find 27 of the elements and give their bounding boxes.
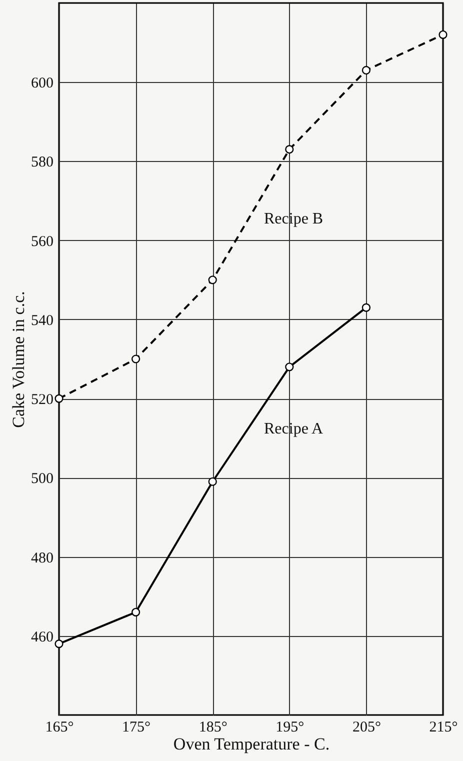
y-tick-label: 480 <box>31 550 54 566</box>
point <box>285 362 294 372</box>
y-tick-label: 460 <box>31 629 54 646</box>
point <box>54 640 64 648</box>
x-tick-label: 185° <box>198 720 228 736</box>
point <box>208 477 217 486</box>
point <box>438 30 448 39</box>
point <box>362 303 371 312</box>
x-tick-label: 195° <box>276 720 304 736</box>
y-tick-label: 500 <box>31 471 54 488</box>
y-tick-label: 600 <box>31 76 54 92</box>
point <box>131 608 140 616</box>
point <box>54 394 64 403</box>
point <box>208 276 217 284</box>
y-axis-title: Cake Volume in c.c. <box>9 291 28 428</box>
x-axis-title: Oven Temperature - C. <box>173 734 330 754</box>
y-tick-label: 540 <box>31 312 54 329</box>
x-tick-label: 175° <box>122 720 151 736</box>
point <box>285 145 294 154</box>
x-tick-label: 215° <box>429 720 458 736</box>
x-tick-label: 205° <box>352 720 381 736</box>
x-tick-label: 165° <box>45 720 74 736</box>
y-tick-label: 520 <box>31 392 54 408</box>
point <box>131 354 140 364</box>
point <box>362 66 371 75</box>
y-tick-label: 580 <box>31 154 54 171</box>
y-tick-label: 560 <box>31 234 54 250</box>
